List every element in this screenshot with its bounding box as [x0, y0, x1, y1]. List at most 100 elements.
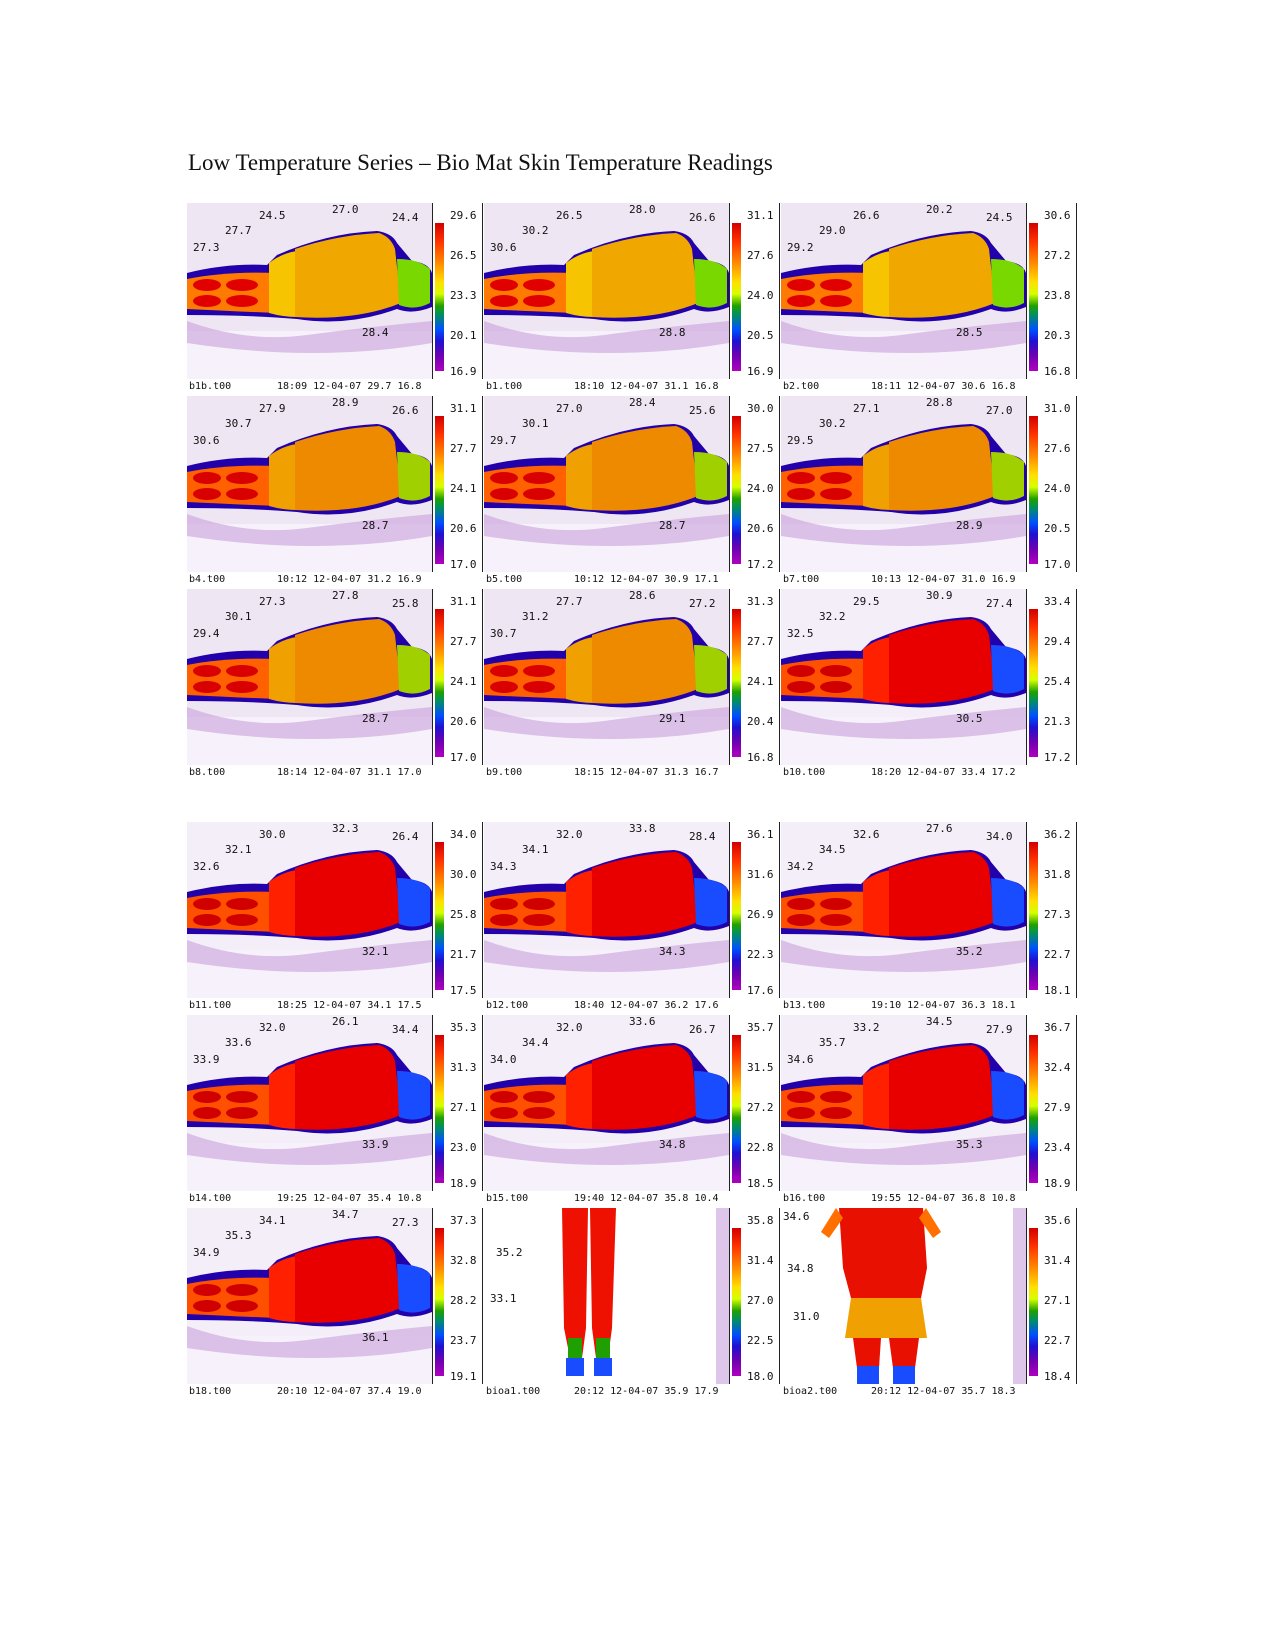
- temperature-label: 27.1: [853, 402, 880, 415]
- body-hips: [566, 444, 594, 510]
- color-scale: 31.3 27.7 24.1 20.4 16.8: [729, 589, 780, 765]
- leg-hotspot: [820, 472, 852, 484]
- leg-hotspot: [820, 914, 852, 926]
- leg-hotspot: [820, 681, 852, 693]
- color-scale: 31.1 27.6 24.0 20.5 16.9: [729, 203, 780, 379]
- temperature-label: 32.6: [853, 828, 880, 841]
- max-temp: 35.8: [664, 1193, 689, 1204]
- file-name: b12.t00: [486, 1000, 529, 1011]
- capture-meta: 19:40 12-04-07 35.8 10.4: [574, 1193, 719, 1204]
- capture-time: 18:20: [871, 767, 902, 778]
- file-name: b2.t00: [783, 381, 820, 392]
- file-name: b9.t00: [486, 767, 523, 778]
- scale-tick: 27.6: [1044, 442, 1071, 455]
- temperature-label: 27.0: [332, 203, 359, 216]
- scale-tick: 23.0: [450, 1141, 477, 1154]
- temperature-label: 28.4: [362, 326, 389, 339]
- body-legs: [484, 272, 574, 313]
- body-legs: [781, 465, 871, 506]
- capture-time: 20:10: [277, 1386, 308, 1397]
- thermogram-panel: 32.5 32.2 29.5 30.9 27.4 30.5 33.4 29.4 25.4 21.…: [781, 589, 1078, 783]
- scale-tick: 27.2: [1044, 249, 1071, 262]
- leg-hotspot: [193, 681, 221, 693]
- left-ankle: [568, 1338, 582, 1360]
- feet: [857, 1366, 879, 1384]
- temperature-label: 29.1: [659, 712, 686, 725]
- scale-tick: 27.1: [450, 1101, 477, 1114]
- body-hips: [863, 1063, 891, 1129]
- file-name: bioa2.t00: [783, 1386, 838, 1397]
- temperature-label: 26.6: [689, 211, 716, 224]
- temperature-labels: 29.2 29.0 26.6 20.2 24.5 28.5: [787, 203, 1013, 339]
- thermogram-panel: 27.3 27.7 24.5 27.0 24.4 28.4 29.6 26.5 23.3 20.…: [187, 203, 484, 397]
- leg-hotspot: [820, 1107, 852, 1119]
- thermal-image: 34.3 34.1 32.0 33.8 28.4 34.3: [484, 822, 729, 998]
- body-legs: [781, 891, 871, 932]
- temperature-labels: 34.2 34.5 32.6 27.6 34.0 35.2: [787, 822, 1013, 958]
- capture-time: 19:10: [871, 1000, 902, 1011]
- thermal-svg: 29.7 30.1 27.0 28.4 25.6 28.7: [484, 396, 729, 572]
- mat-shadow: [187, 1133, 432, 1165]
- leg-hotspot: [226, 681, 258, 693]
- scale-tick: 24.0: [1044, 482, 1071, 495]
- max-temp: 33.4: [961, 767, 986, 778]
- scale-tick: 27.6: [747, 249, 774, 262]
- capture-time: 18:25: [277, 1000, 308, 1011]
- temperature-label: 26.1: [332, 1015, 359, 1028]
- leg-hotspot: [490, 1107, 518, 1119]
- scale-tick: 32.8: [450, 1254, 477, 1267]
- min-temp: 17.5: [397, 1000, 422, 1011]
- capture-meta: 19:10 12-04-07 36.3 18.1: [871, 1000, 1016, 1011]
- scale-tick: 36.2: [1044, 828, 1071, 841]
- min-temp: 16.7: [694, 767, 719, 778]
- thermal-svg: 34.0 34.4 32.0 33.6 26.7 34.8: [484, 1015, 729, 1191]
- temperature-label: 35.7: [819, 1036, 846, 1049]
- panel-footer: b12.t00 18:40 12-04-07 36.2 17.6: [484, 1000, 781, 1014]
- capture-date: 12-04-07: [907, 1193, 956, 1204]
- leg-hotspot: [820, 1091, 852, 1103]
- leg-hotspot: [226, 665, 258, 677]
- left-foot: [566, 1358, 584, 1376]
- color-scale: 30.6 27.2 23.8 20.3 16.8: [1026, 203, 1077, 379]
- scale-tick: 31.8: [1044, 868, 1071, 881]
- temperature-label: 32.6: [193, 860, 220, 873]
- leg-hotspot: [523, 1091, 555, 1103]
- scale-tick: 26.5: [450, 249, 477, 262]
- panel-footer: b1b.t00 18:09 12-04-07 29.7 16.8: [187, 381, 484, 395]
- temperature-label: 36.1: [362, 1331, 389, 1344]
- scale-tick: 17.0: [450, 751, 477, 764]
- min-temp: 16.8: [991, 381, 1016, 392]
- body-trunk: [295, 619, 401, 704]
- temperature-label: 24.5: [986, 211, 1013, 224]
- body-trunk: [592, 233, 698, 318]
- mat-shadow: [187, 321, 432, 353]
- body-hips: [269, 637, 297, 703]
- leg-hotspot: [523, 279, 555, 291]
- capture-time: 19:40: [574, 1193, 605, 1204]
- scale-tick: 31.0: [1044, 402, 1071, 415]
- temperature-label: 34.6: [787, 1053, 814, 1066]
- scale-tick: 31.4: [747, 1254, 774, 1267]
- panel-footer: b16.t00 19:55 12-04-07 36.8 10.8: [781, 1193, 1078, 1207]
- right-foot: [594, 1358, 612, 1376]
- scale-tick: 25.4: [1044, 675, 1071, 688]
- thermal-svg: 34.3 34.1 32.0 33.8 28.4 34.3: [484, 822, 729, 998]
- scale-tick: 27.9: [1044, 1101, 1071, 1114]
- capture-meta: 19:55 12-04-07 36.8 10.8: [871, 1193, 1016, 1204]
- temperature-label: 34.8: [659, 1138, 686, 1151]
- body-trunk: [889, 1045, 995, 1130]
- thermogram-panel: 34.3 34.1 32.0 33.8 28.4 34.3 36.1 31.6 26.9 22.…: [484, 822, 781, 1016]
- scale-tick: 20.6: [450, 522, 477, 535]
- scale-tick: 22.7: [1044, 1334, 1071, 1347]
- capture-meta: 18:11 12-04-07 30.6 16.8: [871, 381, 1016, 392]
- leg-hotspot: [523, 681, 555, 693]
- leg-hotspot: [226, 1091, 258, 1103]
- file-name: b10.t00: [783, 767, 826, 778]
- temperature-label: 25.8: [392, 597, 419, 610]
- capture-time: 19:25: [277, 1193, 308, 1204]
- temperature-labels: 29.4 30.1 27.3 27.8 25.8 28.7: [193, 589, 419, 725]
- scale-tick: 20.6: [747, 522, 774, 535]
- body-head: [991, 452, 1024, 501]
- temperature-labels: 35.2 33.1: [490, 1246, 523, 1305]
- temperature-label: 26.6: [392, 404, 419, 417]
